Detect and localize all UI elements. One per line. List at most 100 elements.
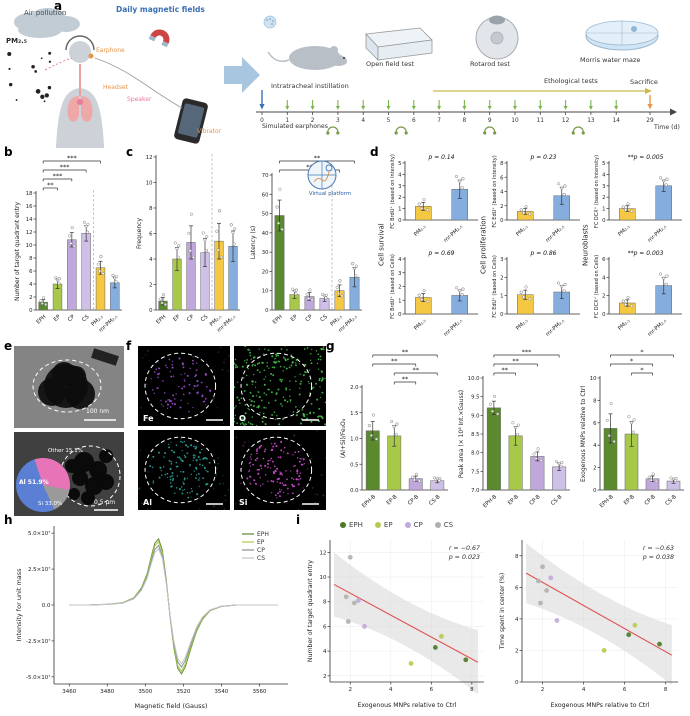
svg-text:Si: Si [239,498,248,507]
svg-text:EP: EP [53,314,63,323]
panel-i-legend: EPH EP CP CS [340,519,640,530]
svg-text:3: 3 [336,118,340,124]
svg-text:EP: EP [290,314,300,323]
svg-text:10: 10 [146,181,153,187]
svg-text:Peak area (× 10⁸ Int.×Gauss): Peak area (× 10⁸ Int.×Gauss) [458,390,465,478]
svg-text:6: 6 [623,687,627,693]
chart-svg-i2: 2 4 6 8 0 2 4 6 8 Exogenous MNPs relative to Ctrl… [499,540,678,709]
svg-text:4: 4 [500,190,504,196]
eds-map-svg-O: O [233,344,327,427]
svg-text:EPH: EPH [155,314,167,326]
svg-text:4: 4 [515,617,519,623]
svg-text:8.5: 8.5 [471,432,479,438]
svg-text:CS: CS [257,555,265,562]
pie-label-al: Al 51.9% [19,479,49,486]
svg-text:mr-PM₂.₅: mr-PM₂.₅ [647,318,668,338]
svg-text:60: 60 [262,192,269,198]
panel-label-g: g [326,339,335,353]
svg-text:16: 16 [26,204,33,210]
svg-text:CS: CS [200,314,210,324]
svg-text:*: * [640,366,644,374]
svg-text:mr-PM₂.₅: mr-PM₂.₅ [545,318,566,338]
svg-text:CP: CP [67,314,77,324]
svg-text:8: 8 [515,554,519,560]
svg-text:5.0×10⁷: 5.0×10⁷ [28,530,51,537]
svg-text:Exogenous MNPs relative to Ctr: Exogenous MNPs relative to Ctrl [358,702,457,709]
svg-text:CS-B: CS-B [550,494,564,507]
eds-map-svg-Si: Si [234,429,327,511]
svg-text:FC DCX⁺ (based on Cells): FC DCX⁺ (based on Cells) [594,255,600,318]
pie-label-si: Si 33.0% [38,501,63,507]
daily-magnetic-fields-label: Daily magnetic fields [116,5,205,14]
vibrator-label: Vibrator [197,128,222,135]
svg-text:**: ** [502,366,509,374]
svg-text:PM₂.₅: PM₂.₅ [515,224,529,238]
svg-text:***: *** [522,348,533,356]
svg-text:2: 2 [602,294,605,300]
svg-text:0.0: 0.0 [350,488,359,494]
svg-text:p = 0.23: p = 0.23 [529,154,556,161]
eds-map-o: O [233,344,327,427]
svg-text:PM₂.₅: PM₂.₅ [413,318,427,332]
svg-text:5: 5 [602,161,605,167]
svg-text:2: 2 [311,118,315,124]
headset-label: Headset [103,84,128,91]
svg-text:40: 40 [262,231,269,237]
svg-text:EPH: EPH [36,314,48,326]
svg-text:4: 4 [602,275,606,281]
svg-text:**p = 0.005: **p = 0.005 [628,154,664,161]
svg-text:0.0: 0.0 [42,603,51,609]
simulated-earphones-label: Simulated earphones [262,123,328,130]
svg-text:PM₂.₅: PM₂.₅ [413,224,427,238]
legend-dot-CS [434,521,441,528]
legend-item-EP: EP [374,521,393,529]
svg-text:8: 8 [149,206,153,212]
sacrifice-label: Sacrifice [630,78,658,86]
svg-text:p = 0.14: p = 0.14 [427,154,454,161]
svg-text:2: 2 [541,687,545,693]
svg-text:11: 11 [537,118,545,124]
svg-text:12: 12 [562,118,570,124]
earphone-label: Earphone [96,47,125,54]
svg-text:4: 4 [361,118,365,124]
pie-label-other: Other 15.1% [48,448,83,454]
svg-text:**: ** [306,163,313,171]
chart-epr-spectra: 3460 3480 3500 3520 3540 3560 -5.0×10⁷ -2.5×10⁷… [12,520,296,712]
eds-map-si: Si [234,429,327,511]
svg-text:1: 1 [500,294,503,300]
speaker-label: Speaker [127,96,152,103]
svg-text:9.5: 9.5 [471,395,479,401]
svg-text:Frequency: Frequency [136,218,143,249]
svg-text:2: 2 [149,283,152,289]
svg-text:p = 0.023: p = 0.023 [448,554,480,561]
panel-label-a: a [54,0,63,13]
svg-text:CP: CP [305,314,315,324]
svg-text:Intensity for unit mass: Intensity for unit mass [15,568,23,642]
svg-text:Number of target quadrant entr: Number of target quadrant entry [14,202,21,301]
svg-text:CP: CP [186,314,196,324]
panel-label-d: d [370,145,379,159]
svg-text:FC BrdU⁺ (based on Cells): FC BrdU⁺ (based on Cells) [390,254,396,319]
eds-composition-pie [16,458,70,512]
svg-text:0.5: 0.5 [350,462,358,468]
svg-text:***: *** [67,154,78,162]
open-field-label: Open field test [366,60,415,68]
svg-text:EP-B: EP-B [623,494,636,507]
svg-text:6: 6 [29,269,33,275]
svg-text:PM₂.₅: PM₂.₅ [617,224,631,238]
svg-text:EPH: EPH [272,314,284,326]
chart-brdu-cells: 0 1 2 3 4 FC BrdU⁺ (based on Cells) PM₂.₅ mr-PM… [388,246,482,340]
svg-text:r = −0.63: r = −0.63 [643,545,674,552]
chart-peak-area: 7.0 7.5 8.0 8.5 9.0 9.5 10.0 Peak area (× 10⁸ I… [456,346,574,516]
chart-svg-d1: 0 1 2 3 4 5FC BrdU⁺ (based on Intensity) PM₂.₅… [390,154,478,244]
svg-text:p = 0.038: p = 0.038 [642,554,674,561]
svg-text:8: 8 [323,600,327,606]
chart-svg-g2: 7.0 7.5 8.0 8.5 9.0 9.5 10.0 Peak area (× 10⁸ I… [458,348,570,509]
panel-a-drawing: 0 1 2 3 4 5 6 7 8 9 10 11 12 13 14 29 [7,8,677,148]
svg-text:mr-PM₂.₅: mr-PM₂.₅ [545,224,566,244]
legend-dot-CP [404,521,411,528]
svg-text:Exogenous MNPs relative to Ctr: Exogenous MNPs relative to Ctrl [580,386,587,482]
